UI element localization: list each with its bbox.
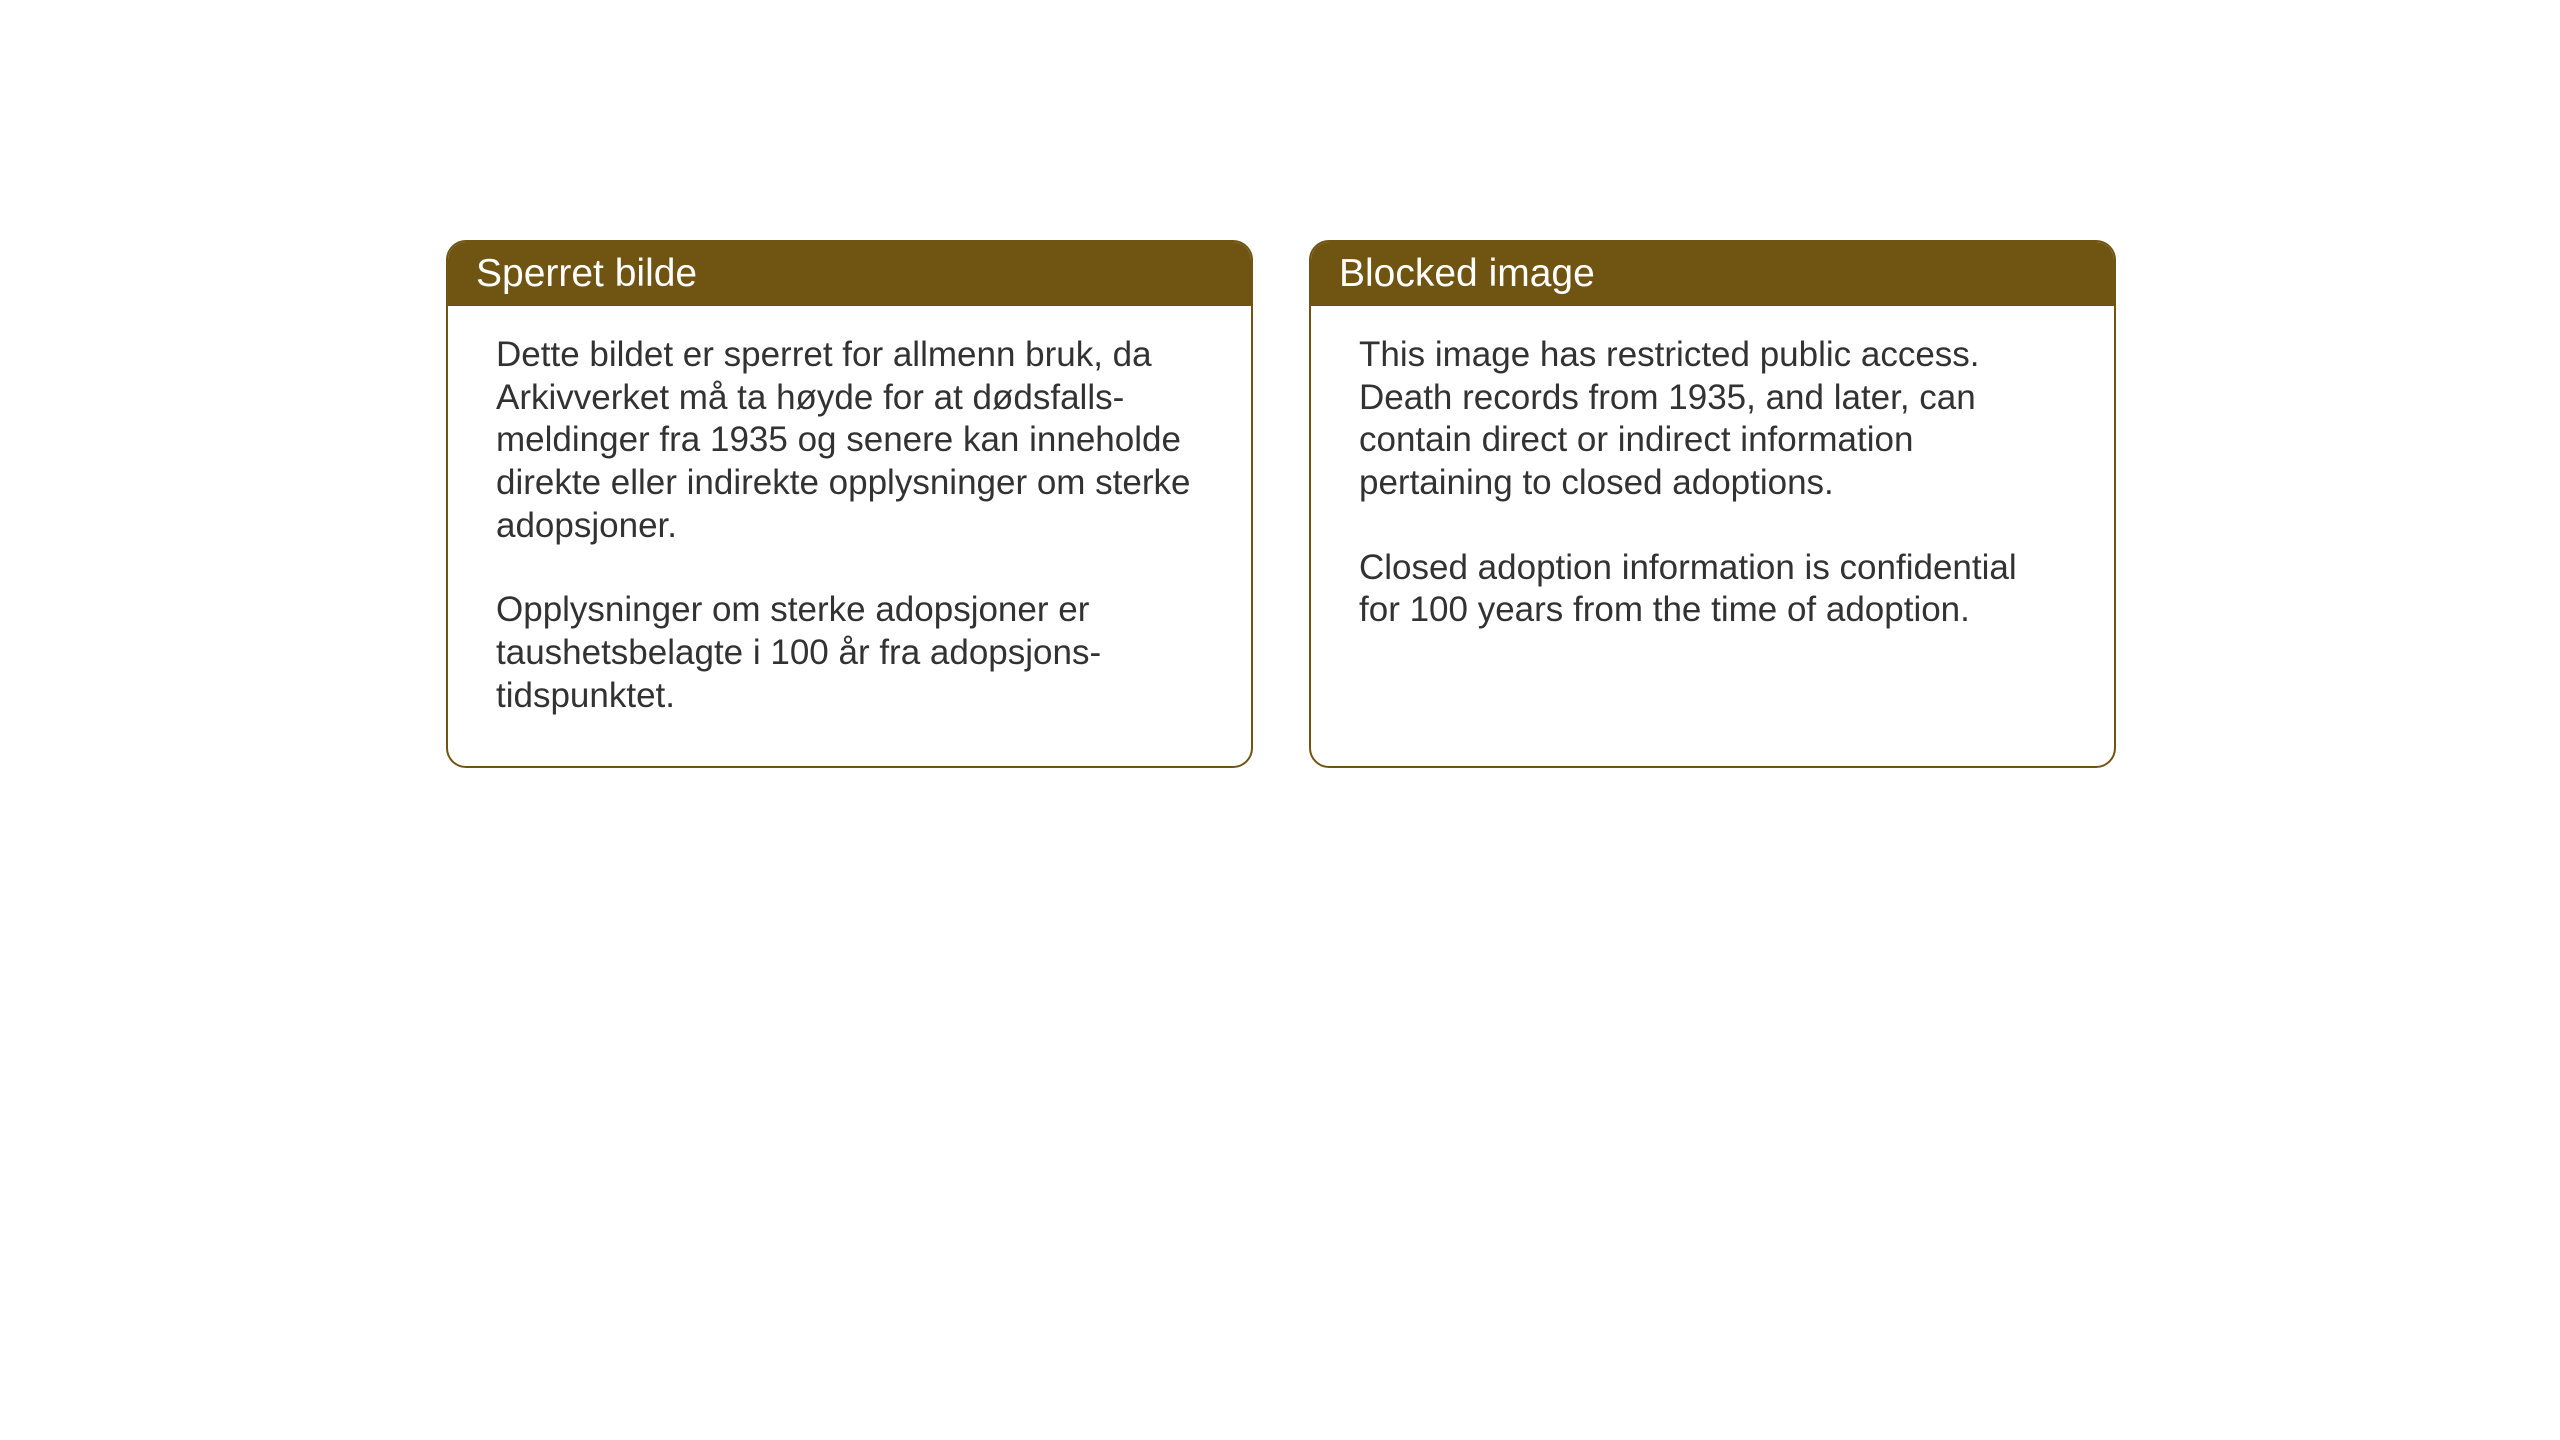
card-body-english: This image has restricted public access.… bbox=[1311, 306, 2114, 680]
card-paragraph: Opplysninger om sterke adopsjoner er tau… bbox=[496, 589, 1203, 717]
card-paragraph: Closed adoption information is confident… bbox=[1359, 547, 2066, 632]
card-paragraph: Dette bildet er sperret for allmenn bruk… bbox=[496, 334, 1203, 547]
card-title: Sperret bilde bbox=[476, 252, 697, 295]
notice-container: Sperret bilde Dette bildet er sperret fo… bbox=[446, 240, 2116, 768]
notice-card-english: Blocked image This image has restricted … bbox=[1309, 240, 2116, 768]
card-header-norwegian: Sperret bilde bbox=[448, 242, 1251, 306]
card-title: Blocked image bbox=[1339, 252, 1595, 295]
card-body-norwegian: Dette bildet er sperret for allmenn bruk… bbox=[448, 306, 1251, 766]
card-paragraph: This image has restricted public access.… bbox=[1359, 334, 2066, 505]
notice-card-norwegian: Sperret bilde Dette bildet er sperret fo… bbox=[446, 240, 1253, 768]
card-header-english: Blocked image bbox=[1311, 242, 2114, 306]
